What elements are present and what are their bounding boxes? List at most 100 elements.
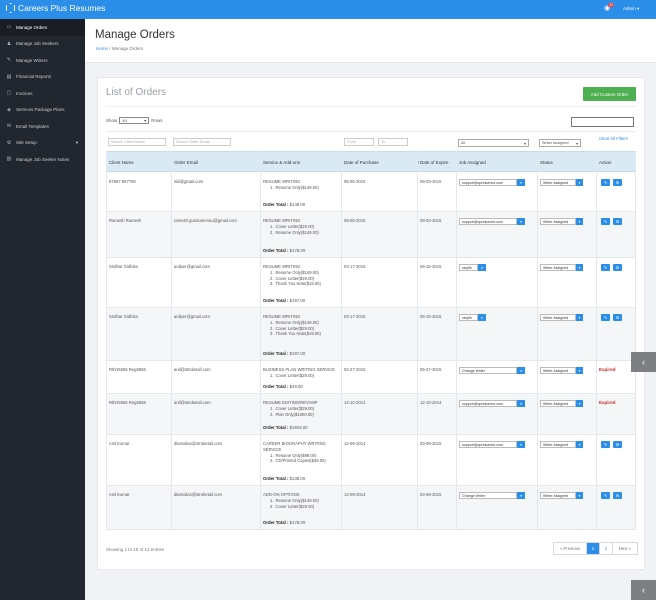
service-name: RESUME EDITING/REVAMP — [263, 400, 318, 405]
purchase-date: 12-09-2014 — [344, 441, 366, 446]
caret-down-icon: ▾ — [578, 401, 581, 406]
sidebar-item-manage-job-seeker-notes[interactable]: ▥ Manage Job Seeker Notes — [0, 151, 85, 168]
status-select[interactable]: Writer Assigned — [540, 264, 576, 271]
column-header-order-email[interactable]: Order Email — [174, 160, 199, 165]
edit-order-button[interactable]: ✎ — [601, 492, 610, 499]
status-select[interactable]: Writer Assigned — [540, 314, 576, 321]
pagination-previous[interactable]: « Previous — [554, 543, 587, 554]
email-order-button[interactable]: ✉ — [613, 218, 622, 225]
job-assigned-dropdown-button[interactable]: ▾ — [517, 400, 525, 407]
date-to-input[interactable]: To — [378, 138, 408, 146]
status-select[interactable]: Writer Assigned — [540, 179, 576, 186]
edit-order-button[interactable]: ✎ — [601, 314, 610, 321]
status-filter-select[interactable]: Writer Assigned ▾ — [539, 139, 581, 147]
job-assigned-dropdown-button[interactable]: ▾ — [517, 492, 525, 499]
column-header-client-name[interactable]: Client Name — [109, 160, 134, 165]
envelope-icon: ✉ — [6, 123, 12, 130]
service-item: Cover Letter($29.00) — [270, 276, 339, 282]
sidebar-item-site-setup[interactable]: ⚙ Site Setup ▼ — [0, 135, 85, 152]
clear-all-filters-link[interactable]: Clear All Filters — [599, 136, 628, 141]
order-email: dlamoilan@stroketail.com — [174, 441, 223, 446]
edit-order-button[interactable]: ✎ — [601, 179, 610, 186]
email-order-button[interactable]: ✉ — [613, 314, 622, 321]
pagination-next[interactable]: Next » — [618, 546, 632, 551]
status-select[interactable]: Writer Assigned — [540, 367, 576, 374]
status-dropdown-button[interactable]: ▾ — [576, 441, 583, 448]
column-divider — [596, 151, 597, 530]
column-divider — [537, 151, 538, 530]
service-cell: RESUME WRITINGCover Letter($29.00)Resume… — [263, 218, 339, 235]
job-assigned-select[interactable]: ranjith — [459, 314, 478, 321]
email-order-button[interactable]: ✉ — [613, 492, 622, 499]
job-assigned-dropdown-button[interactable]: ▾ — [517, 367, 525, 374]
job-assigned-select[interactable]: support@cpresumes.com — [459, 400, 517, 407]
job-assigned-select[interactable]: Change Writer — [459, 367, 517, 374]
status-dropdown-button[interactable]: ▾ — [576, 218, 583, 225]
table-search-input[interactable] — [571, 117, 634, 127]
status-dropdown-button[interactable]: ▾ — [576, 264, 583, 271]
status-select[interactable]: Writer Assigned — [540, 400, 576, 407]
status-dropdown-button[interactable]: ▾ — [576, 367, 583, 374]
job-assigned-dropdown-button[interactable]: ▾ — [478, 264, 486, 271]
page-size-value: 10 — [122, 118, 127, 123]
service-cell: RESUME WRITINGResume Only($149.00)Cover … — [263, 314, 339, 337]
status-dropdown-button[interactable]: ▾ — [576, 492, 583, 499]
job-assigned-dropdown-button[interactable]: ▾ — [517, 218, 525, 225]
client-name-search-input[interactable]: Search Client Name — [108, 138, 166, 146]
job-assigned-dropdown-button[interactable]: ▾ — [517, 441, 525, 448]
status-dropdown-button[interactable]: ▾ — [576, 314, 583, 321]
column-header-service-add-ons[interactable]: Service & Add-ons — [263, 160, 301, 165]
job-assigned-select[interactable]: Change Writer — [459, 492, 517, 499]
status-select[interactable]: Writer Assigned — [540, 441, 576, 448]
sidebar-item-label: Financial Reports — [16, 74, 52, 80]
order-email-search-input[interactable]: Search Order Email — [173, 138, 231, 146]
edit-order-button[interactable]: ✎ — [601, 441, 610, 448]
sidebar-item-manage-job-seekers[interactable]: ♟ Manage Job Seekers — [0, 36, 85, 53]
purchase-date: 12-10-2014 — [344, 400, 366, 405]
purchase-date: 03-17-2015 — [344, 314, 366, 319]
column-header-action[interactable]: Action — [599, 160, 612, 165]
scroll-panel-toggle[interactable]: ‹ — [631, 580, 656, 600]
job-assigned-select[interactable]: support@cpresumes.com — [459, 179, 517, 186]
sidebar-item-services-package-plans[interactable]: ◈ Services Package Plans — [0, 102, 85, 119]
job-assigned-select[interactable]: support@cpresumes.com — [459, 218, 517, 225]
job-assigned-dropdown-button[interactable]: ▾ — [478, 314, 486, 321]
sidebar-item-financial-reports[interactable]: ▤ Financial Reports — [0, 69, 85, 86]
breadcrumb-home-link[interactable]: Home — [96, 46, 109, 51]
edit-order-button[interactable]: ✎ — [601, 218, 610, 225]
status-dropdown-button[interactable]: ▾ — [576, 179, 583, 186]
slide-panel-toggle[interactable]: ‹ — [631, 352, 656, 372]
page-size-select[interactable]: 10 ▾ — [119, 117, 150, 124]
status-select[interactable]: Writer Assigned — [540, 492, 576, 499]
job-assigned-select[interactable]: ranjith — [459, 264, 478, 271]
sidebar-item-label: Manage Writers — [16, 57, 48, 63]
purchase-date: 03-17-2015 — [344, 264, 366, 269]
pagination-page-2[interactable]: 2 — [600, 543, 613, 554]
column-header-date-of-expire[interactable]: Date of Expire — [420, 160, 449, 165]
brand-logo[interactable]: Careers Plus Resumes — [6, 3, 105, 13]
email-order-button[interactable]: ✉ — [613, 179, 622, 186]
job-assigned-dropdown-button[interactable]: ▾ — [517, 179, 525, 186]
admin-menu[interactable]: Admin ▾ — [623, 6, 639, 12]
column-header-job-assigned[interactable]: Job Assigned — [459, 160, 486, 165]
job-assigned-select[interactable]: support@cpresumes.com — [459, 441, 517, 448]
tag-icon: ◈ — [7, 106, 11, 113]
notifications-button[interactable]: ◉ 33 — [604, 3, 614, 13]
sidebar-item-manage-orders[interactable]: ▭ Manage Orders — [0, 19, 85, 36]
status-select[interactable]: Writer Assigned — [540, 218, 576, 225]
add-custom-order-button[interactable]: Add Custom Order — [583, 87, 636, 101]
edit-order-button[interactable]: ✎ — [601, 264, 610, 271]
job-assigned-filter-select[interactable]: All ▾ — [458, 139, 529, 147]
table-row: Rthrr5656 Reg6565 anil@stroketail.com RESU… — [106, 394, 635, 435]
column-header-date-of-purchase[interactable]: Date of Purchase — [344, 160, 379, 165]
email-order-button[interactable]: ✉ — [613, 264, 622, 271]
status-dropdown-button[interactable]: ▾ — [576, 400, 583, 407]
column-header-status[interactable]: Status — [540, 160, 553, 165]
date-from-input[interactable]: From — [344, 138, 374, 146]
pagination-page-1[interactable]: 1 — [587, 543, 600, 554]
sidebar-item-email-templates[interactable]: ✉ Email Templates — [0, 118, 85, 135]
email-order-button[interactable]: ✉ — [613, 441, 622, 448]
sidebar-item-invoices[interactable]: ▢ Invoices — [0, 85, 85, 102]
column-divider — [341, 151, 342, 530]
sidebar-item-manage-writers[interactable]: ✎ Manage Writers — [0, 52, 85, 69]
